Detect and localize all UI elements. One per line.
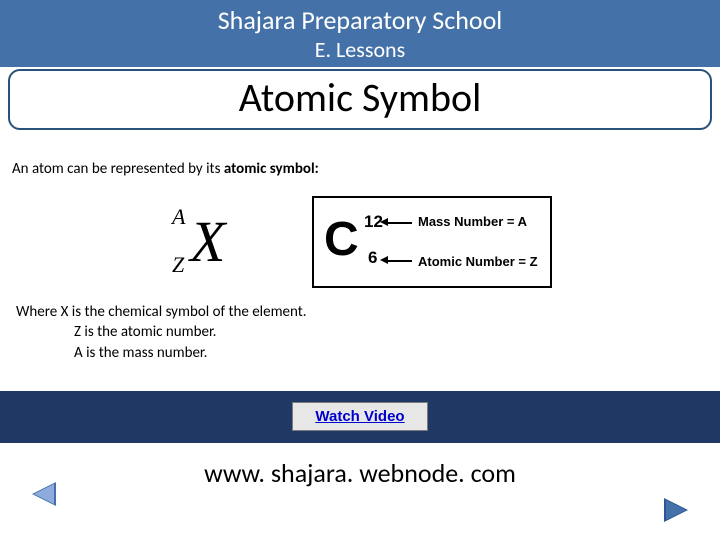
next-button[interactable] xyxy=(666,500,686,520)
prev-button[interactable] xyxy=(34,484,54,504)
arrow-atomic-head-icon xyxy=(380,256,388,264)
footer-url: www. shajara. webnode. com xyxy=(0,457,720,489)
label-mass-number: Mass Number = A xyxy=(418,214,527,229)
example-carbon-box: C 12 6 Mass Number = A Atomic Number = Z xyxy=(312,196,552,288)
intro-bold: atomic symbol: xyxy=(224,160,319,178)
notation-atomic-Z: Z xyxy=(172,252,184,278)
label-atomic-number: Atomic Number = Z xyxy=(418,254,538,269)
notation-mass-A: A xyxy=(172,204,185,230)
page-title: Atomic Symbol xyxy=(239,73,482,122)
where-line-1: Where X is the chemical symbol of the el… xyxy=(16,302,708,322)
title-banner: Atomic Symbol xyxy=(8,69,712,130)
intro-prefix: An atom can be represented by its xyxy=(12,160,224,178)
lessons-label: E. Lessons xyxy=(0,36,720,63)
example-symbol: C xyxy=(324,212,359,267)
arrow-mass-head-icon xyxy=(380,218,388,226)
notation-symbol-X: X xyxy=(190,208,225,275)
watch-video-button[interactable]: Watch Video xyxy=(292,402,427,431)
diagram-row: A Z X C 12 6 Mass Number = A Atomic Numb… xyxy=(12,188,708,302)
arrow-atomic-line xyxy=(386,260,412,262)
where-line-3: A is the mass number. xyxy=(16,343,708,363)
intro-text: An atom can be represented by its atomic… xyxy=(12,160,708,178)
where-line-2: Z is the atomic number. xyxy=(16,322,708,342)
example-atomic-number: 6 xyxy=(368,248,377,268)
atomic-notation: A Z X xyxy=(162,202,252,282)
where-definitions: Where X is the chemical symbol of the el… xyxy=(12,302,708,363)
header-bar: Shajara Preparatory School E. Lessons xyxy=(0,0,720,67)
arrow-mass-line xyxy=(386,222,412,224)
content-area: An atom can be represented by its atomic… xyxy=(0,130,720,371)
school-name: Shajara Preparatory School xyxy=(0,4,720,36)
action-bar: Watch Video xyxy=(0,391,720,443)
